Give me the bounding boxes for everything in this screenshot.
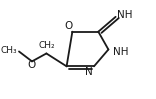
- Text: NH: NH: [113, 47, 129, 57]
- Text: N: N: [85, 67, 93, 77]
- Text: NH: NH: [117, 10, 133, 20]
- Text: O: O: [64, 21, 72, 31]
- Text: CH₂: CH₂: [39, 40, 55, 50]
- Text: CH₃: CH₃: [1, 46, 18, 55]
- Text: O: O: [27, 60, 35, 70]
